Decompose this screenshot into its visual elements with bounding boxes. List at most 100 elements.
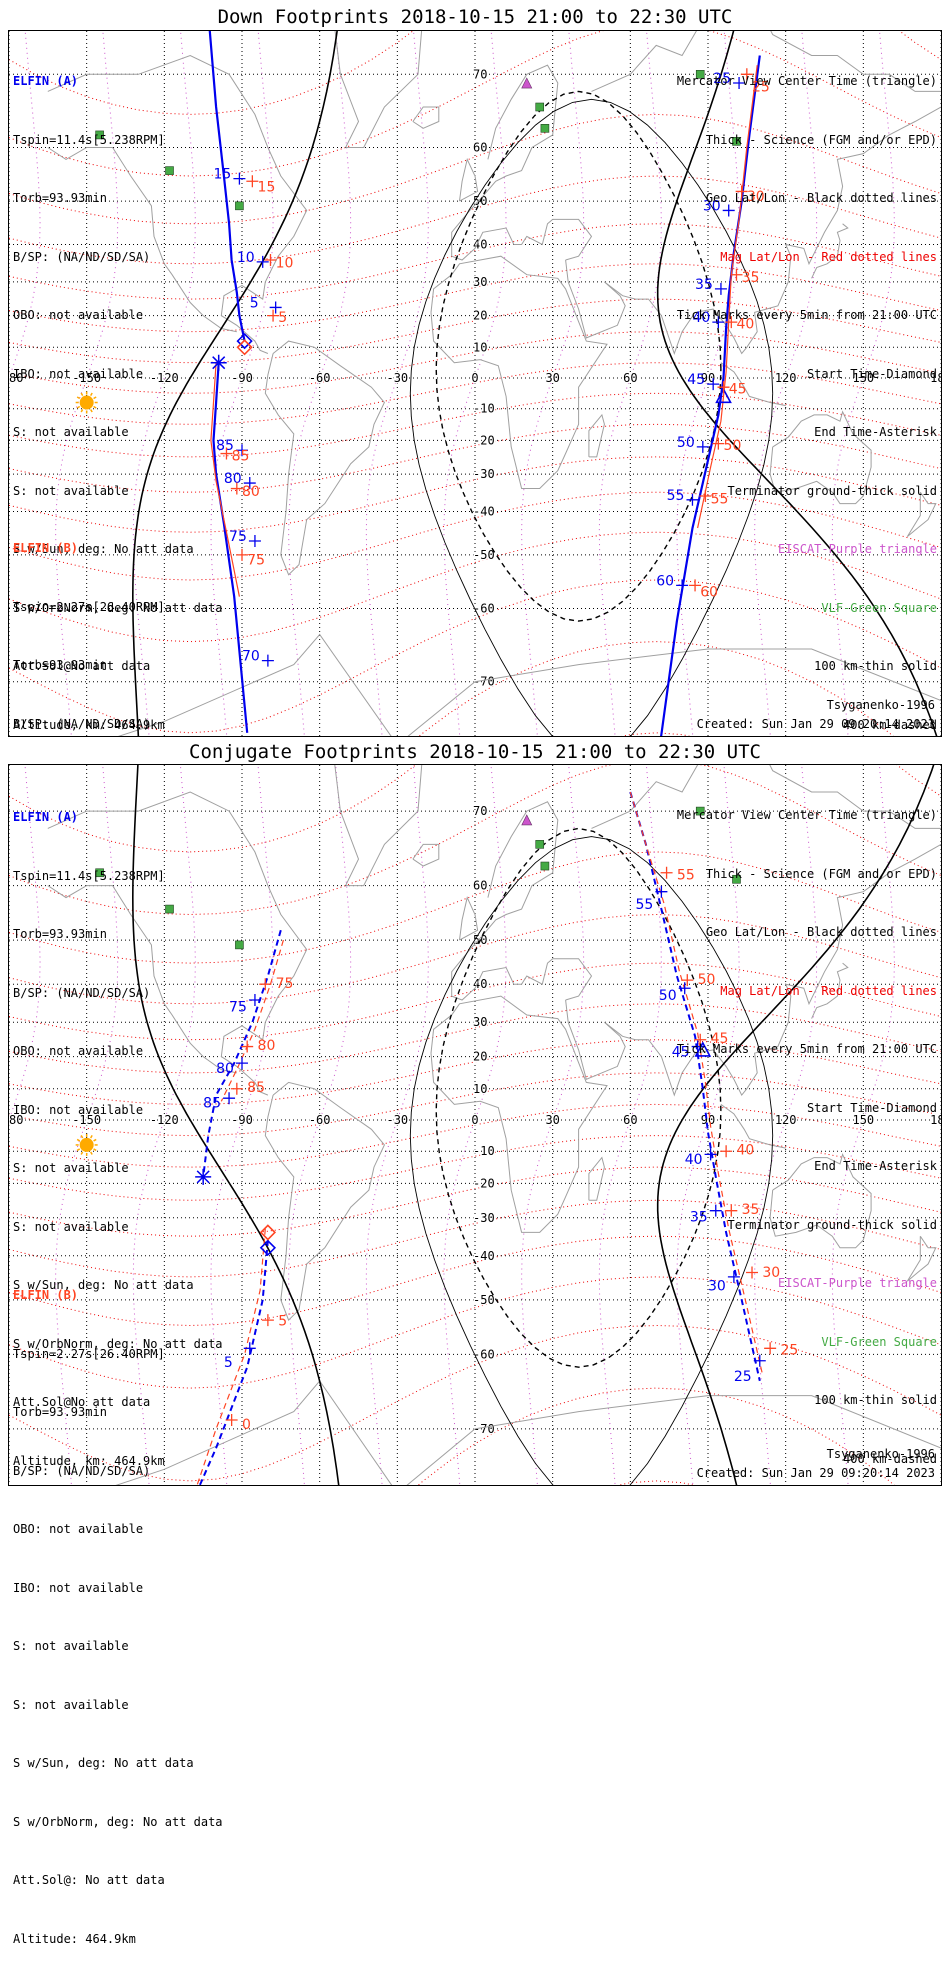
time-label-a: 30 [703,198,721,214]
info-a-line: Torb=93.93min [13,927,107,941]
time-tick-b [699,489,712,502]
time-label-b: 85 [232,448,250,464]
sun-ray [93,396,97,400]
continent-outline [451,801,593,1001]
vlf-square [732,874,741,884]
time-tick-b [720,1145,733,1158]
time-label-a: 55 [667,488,685,504]
info-a-line: OBO: not available [13,308,144,322]
continent-outline [565,843,941,1097]
legend-item: Thick - Science (FGM and/or EPD) [705,866,937,881]
time-label-a: 40 [692,310,710,326]
lat-tick-label: -70 [473,675,495,689]
info-b-line: Tspin=2.27s[26.40RPM] [13,599,165,614]
time-tick-b [230,1082,243,1095]
terminator-curve [131,31,338,736]
lat-tick-label: 60 [473,141,487,155]
time-tick-b [246,175,259,188]
time-tick-b [681,974,694,987]
time-label-b: 30 [747,189,765,205]
info-a-line: B/SP: (NA/ND/SD/SA) [13,985,151,1000]
time-label-b: 30 [762,1265,780,1281]
time-tick-a [248,535,261,548]
lon-tick-label: -90 [231,371,253,385]
info-a-line: S w/Sun, deg: No att data [13,542,194,556]
info-a-line: Att.Sol@No att data [13,659,151,673]
time-tick-b [730,268,743,281]
eiscat-triangle [521,814,533,826]
info-a-line: IBO: not available [13,1102,144,1117]
time-tick-a [714,282,727,295]
lat-tick-label: -30 [473,1211,495,1225]
time-tick-a [704,1148,717,1161]
mag-lat-line [418,641,894,736]
legend-item: Start Time-Diamond [806,366,937,381]
lon-tick-label: -180 [9,371,23,385]
time-tick-b [225,1414,238,1427]
continent-outline [906,491,937,537]
info-a-line: S: not available [13,1161,129,1175]
time-label-a: 35 [690,1209,708,1225]
legend-item: Mercator View Center Time (triangle) [676,808,937,822]
time-label-a: 45 [672,1045,690,1061]
mag-lat-line [9,1003,941,1074]
time-tick-b [267,309,280,322]
track-probe-a [212,362,249,733]
time-label-a: 85 [203,1096,221,1112]
time-label-b: 50 [698,972,716,988]
lat-tick-label: -10 [473,1144,495,1158]
map-panel-down: -180-150-120-90-60-300306090120150180706… [8,30,942,1199]
time-label-b: 25 [752,79,770,95]
time-label-b: 5 [278,1313,287,1329]
track-probe-a [208,31,246,342]
continent-outline [906,1235,937,1282]
legend-item: Terminator ground-thick solid [727,483,937,498]
lon-tick-label: 150 [852,371,874,385]
lon-tick-label: -60 [309,371,331,385]
terminator-curve [656,31,938,736]
lat-tick-label: -50 [473,1293,495,1307]
time-label-b: 45 [711,1031,729,1047]
time-label-a: 75 [229,529,247,545]
legend-item: 400 km-dashed [843,1451,937,1466]
sun-ray [90,392,93,396]
time-label-b: 55 [677,867,695,883]
lon-tick-label: -30 [386,1113,408,1127]
center-triangle [715,387,732,404]
time-label-a: 75 [229,999,247,1015]
sun-ray [93,405,97,409]
time-tick-b [725,316,738,329]
continent-outline [47,885,237,1074]
time-label-b: 55 [711,492,729,508]
time-label-b: 75 [276,976,294,992]
sun-ray [90,1135,93,1139]
time-label-b: 60 [700,585,718,601]
lat-tick-label: -60 [473,601,495,615]
time-label-a: 40 [685,1152,703,1168]
legend-item: VLF-Green Square [821,1334,937,1349]
lat-tick-label: -20 [473,433,495,447]
legend-item: Mercator View Center Time (triangle) [676,74,937,88]
time-tick-a [678,982,691,995]
time-tick-a [696,440,709,453]
map-panel-conjugate: -180 -150 -120 -90 -60 -30 0 30 60 90 120 150 180 70 6… [8,764,942,1946]
info-b-line: S w/Sun, deg: No att data [13,1756,194,1770]
continent-outline [459,157,479,202]
time-tick-a [691,1040,704,1053]
sun-ray [80,392,84,396]
continent-outline [334,31,423,148]
info-a-line: Tspin=11.4s[5.238RPM] [13,868,165,883]
time-label-a: 25 [713,71,731,87]
continent-outline [588,413,605,458]
time-tick-b [712,437,725,450]
legend-item: Mag Lat/Lon - Red dotted lines [720,983,937,998]
continent-outline [451,64,593,261]
info-a-line: S w/OrbNorm, deg: No att data [13,1336,223,1351]
vlf-square [165,166,174,175]
time-tick-b [725,1204,738,1217]
lat-tick-label: 20 [473,1050,487,1064]
sun-ray [90,1151,93,1155]
vlf-square [535,102,545,112]
sun-ray [93,1148,97,1152]
time-tick-a [236,444,248,457]
